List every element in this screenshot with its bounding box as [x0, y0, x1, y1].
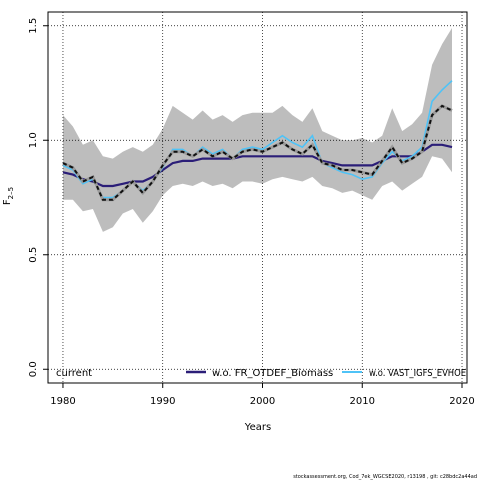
grid-layer — [48, 12, 467, 383]
y-axis: 0.0 0.5 1.0 1.5 — [28, 18, 48, 377]
x-axis-label: Years — [244, 422, 271, 433]
x-tick-label: 1990 — [150, 396, 175, 407]
y-axis-label-main: F — [2, 199, 13, 205]
y-tick-label: 1.0 — [28, 132, 39, 148]
y-tick-label-group: 0.0 — [28, 361, 39, 377]
plot-frame — [47, 11, 468, 384]
x-tick-label: 2010 — [350, 396, 375, 407]
x-tick-label: 1980 — [50, 396, 75, 407]
y-tick-label: 0.5 — [28, 247, 39, 263]
y-tick-label-group: 1.0 — [28, 132, 39, 148]
band-layer — [63, 28, 452, 232]
x-tick-label: 2000 — [250, 396, 275, 407]
y-axis-label: F2–5 — [2, 187, 15, 205]
svg-text:F2–5: F2–5 — [2, 187, 15, 205]
confidence-band — [63, 28, 452, 232]
y-axis-label-sub: 2–5 — [7, 187, 15, 199]
legend-label-vast: w.o. VAST_IGFS_EVHOE — [369, 368, 466, 379]
y-tick-label: 1.5 — [28, 18, 39, 34]
y-tick-label-group: 0.5 — [28, 247, 39, 263]
x-tick-label: 2020 — [449, 396, 474, 407]
lines-layer — [62, 80, 453, 202]
y-tick-label-group: 1.5 — [28, 18, 39, 34]
legend-label-fr-otdef: w.o. FR_OTDEF_Biomass — [212, 368, 333, 379]
legend-label-current: current — [56, 368, 92, 379]
y-tick-label: 0.0 — [28, 361, 39, 377]
footer-text: stockassessment.org, Cod_7ek_WGCSE2020, … — [293, 474, 477, 480]
legend: current w.o. FR_OTDEF_Biomass w.o. VAST_IG… — [56, 368, 466, 379]
x-axis: 1980 1990 2000 2010 2020 — [50, 383, 475, 407]
series-line-current — [62, 104, 453, 201]
